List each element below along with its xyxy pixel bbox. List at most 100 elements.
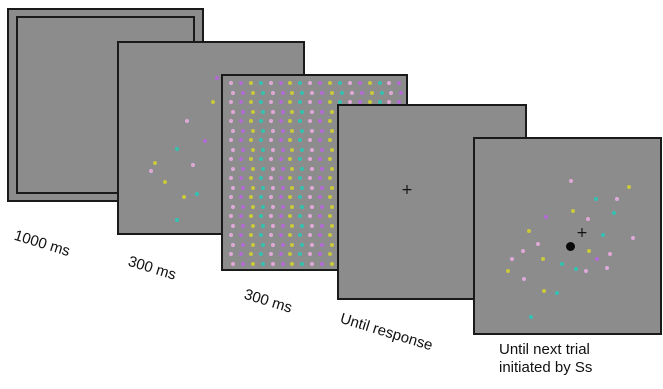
stimulus-dot [239,214,243,218]
stimulus-dot [241,186,245,190]
stimulus-dot [318,214,322,218]
stimulus-dot [251,224,255,228]
stimulus-dot [506,269,510,273]
stimulus-dot [269,233,273,237]
stimulus-dot [310,205,314,209]
stimulus-dot [229,214,233,218]
stimulus-dot [231,224,235,228]
stimulus-dot [229,81,233,85]
stimulus-dot [259,195,263,199]
stimulus-dot [229,176,233,180]
stimulus-dot [251,110,255,114]
stimulus-dot [328,252,332,256]
stimulus-dot [330,91,334,95]
stimulus-dot [288,138,292,142]
stimulus-dot [601,233,605,237]
stimulus-dot [330,167,334,171]
stimulus-dot [261,129,265,133]
stimulus-dot [536,242,540,246]
stimulus-dot [249,157,253,161]
stimulus-dot [330,186,334,190]
stimulus-dot [300,110,304,114]
stimulus-dot [300,224,304,228]
stimulus-dot [320,91,324,95]
stimulus-dot [191,163,195,167]
stimulus-dot [328,233,332,237]
stimulus-dot [541,257,545,261]
stimulus-dot [571,209,575,213]
stimulus-dot [397,81,401,85]
stimulus-dot [308,119,312,123]
stimulus-dot [300,148,304,152]
stimulus-dot [348,100,352,104]
stimulus-dot [338,100,342,104]
stimulus-dot [300,186,304,190]
stimulus-dot [269,138,273,142]
stimulus-dot [330,224,334,228]
stimulus-dot [259,252,263,256]
stimulus-dot [239,233,243,237]
stimulus-dot [249,214,253,218]
stimulus-dot [308,100,312,104]
stimulus-dot [229,157,233,161]
stimulus-dot [320,110,324,114]
stimulus-dot [279,214,283,218]
stimulus-dot [310,262,314,266]
stimulus-dot [320,186,324,190]
stimulus-dot [290,243,294,247]
stimulus-dot [271,167,275,171]
stimulus-dot [330,148,334,152]
stimulus-dot [271,262,275,266]
stimulus-dot [281,148,285,152]
stimulus-dot [281,129,285,133]
stimulus-dot [279,81,283,85]
stimulus-dot [251,129,255,133]
stimulus-dot [241,262,245,266]
stimulus-dot [249,252,253,256]
stimulus-dot [320,243,324,247]
stimulus-dot [231,186,235,190]
stimulus-dot [279,252,283,256]
stimulus-dot [631,236,635,240]
stimulus-dot [241,148,245,152]
stimulus-dot [231,110,235,114]
stimulus-dot [300,167,304,171]
stimulus-dot [281,110,285,114]
stimulus-dot [185,119,189,123]
stimulus-dot [281,243,285,247]
stimulus-dot [290,262,294,266]
stimulus-dot [338,81,342,85]
stimulus-dot [290,205,294,209]
stimulus-dot [318,138,322,142]
stimulus-dot [320,167,324,171]
stimulus-dot [269,252,273,256]
duration-label-2: 300 ms [126,253,179,284]
stimulus-dot [378,81,382,85]
stimulus-dot [261,186,265,190]
stimulus-dot [271,148,275,152]
stimulus-dot [320,129,324,133]
stimulus-dot [239,252,243,256]
stimulus-dot [595,257,599,261]
duration-label-5: Until next trial initiated by Ss [499,341,659,377]
stimulus-dot [298,233,302,237]
stimulus-dot [328,81,332,85]
stimulus-dot [259,119,263,123]
stimulus-dot [279,100,283,104]
stimulus-dot [368,81,372,85]
stimulus-dot [310,91,314,95]
stimulus-dot [544,215,548,219]
stimulus-dot [281,91,285,95]
stimulus-dot [330,205,334,209]
stimulus-dot [387,81,391,85]
stimulus-dot [300,262,304,266]
stimulus-dot [279,195,283,199]
stimulus-dot [318,100,322,104]
stimulus-dot [308,214,312,218]
stimulus-dot [569,179,573,183]
stimulus-dot [330,262,334,266]
stimulus-dot [288,157,292,161]
stimulus-dot [231,262,235,266]
stimulus-dot [542,289,546,293]
stimulus-dot [529,315,533,319]
